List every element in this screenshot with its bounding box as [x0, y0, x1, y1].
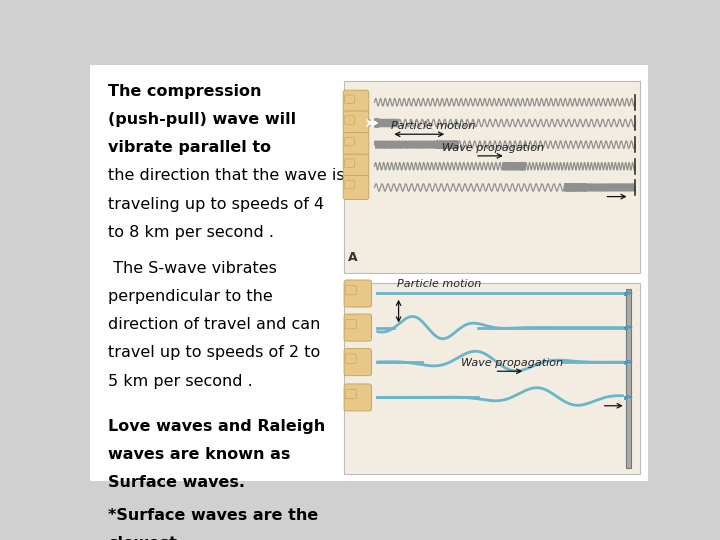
Text: traveling up to speeds of 4: traveling up to speeds of 4 — [109, 197, 325, 212]
FancyBboxPatch shape — [344, 82, 639, 273]
Polygon shape — [624, 292, 632, 295]
FancyBboxPatch shape — [343, 176, 369, 199]
Text: Wave propagation: Wave propagation — [461, 358, 563, 368]
FancyBboxPatch shape — [344, 137, 355, 146]
Text: the direction that the wave is: the direction that the wave is — [109, 168, 345, 184]
FancyBboxPatch shape — [344, 95, 355, 104]
Polygon shape — [624, 395, 632, 400]
Text: Wave propagation: Wave propagation — [441, 143, 544, 153]
Text: The compression: The compression — [109, 84, 262, 98]
FancyBboxPatch shape — [345, 354, 356, 363]
FancyBboxPatch shape — [343, 111, 369, 135]
FancyBboxPatch shape — [343, 133, 369, 157]
Polygon shape — [624, 360, 632, 364]
Polygon shape — [624, 326, 632, 329]
Text: Surface waves.: Surface waves. — [109, 475, 246, 490]
FancyBboxPatch shape — [344, 384, 372, 411]
Text: vibrate parallel to: vibrate parallel to — [109, 140, 271, 155]
Text: perpendicular to the: perpendicular to the — [109, 289, 273, 304]
FancyBboxPatch shape — [345, 285, 356, 295]
Text: slowest: slowest — [109, 536, 177, 540]
Text: to 8 km per second .: to 8 km per second . — [109, 225, 274, 240]
Text: Love waves and Raleigh: Love waves and Raleigh — [109, 418, 325, 434]
Text: direction of travel and can: direction of travel and can — [109, 317, 321, 332]
FancyBboxPatch shape — [345, 389, 356, 399]
Text: The S-wave vibrates: The S-wave vibrates — [109, 261, 277, 275]
FancyBboxPatch shape — [344, 280, 372, 307]
FancyBboxPatch shape — [343, 90, 369, 114]
Text: Particle motion: Particle motion — [392, 122, 476, 131]
Text: 5 km per second .: 5 km per second . — [109, 374, 253, 389]
Text: travel up to speeds of 2 to: travel up to speeds of 2 to — [109, 346, 320, 361]
Text: waves are known as: waves are known as — [109, 447, 291, 462]
Text: *Surface waves are the: *Surface waves are the — [109, 508, 319, 523]
FancyBboxPatch shape — [344, 283, 639, 474]
FancyBboxPatch shape — [344, 314, 372, 341]
FancyBboxPatch shape — [344, 116, 355, 124]
FancyBboxPatch shape — [344, 180, 355, 188]
Text: (push-pull) wave will: (push-pull) wave will — [109, 112, 297, 127]
FancyBboxPatch shape — [344, 349, 372, 376]
Text: Particle motion: Particle motion — [397, 279, 481, 289]
FancyBboxPatch shape — [343, 154, 369, 178]
FancyBboxPatch shape — [345, 320, 356, 329]
FancyBboxPatch shape — [81, 58, 657, 487]
Bar — [626, 289, 631, 468]
Text: A: A — [348, 251, 358, 264]
FancyBboxPatch shape — [344, 159, 355, 167]
